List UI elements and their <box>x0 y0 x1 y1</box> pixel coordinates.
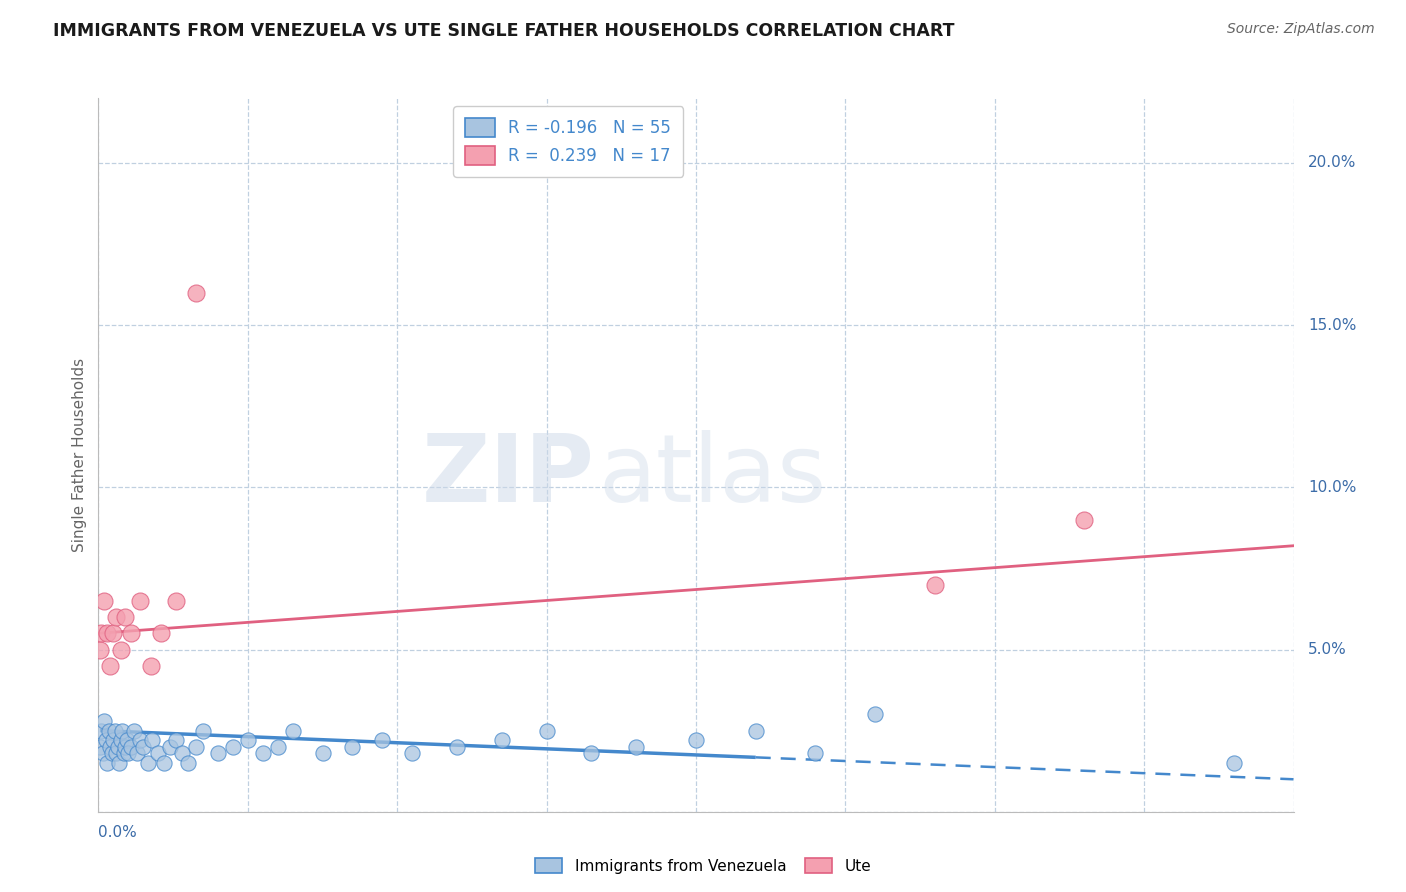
Point <box>804 747 827 761</box>
Point <box>93 594 115 608</box>
Point <box>172 747 194 761</box>
Point <box>129 733 152 747</box>
Point <box>148 747 170 761</box>
Point <box>104 723 127 738</box>
Point <box>191 723 214 738</box>
Point <box>132 739 155 754</box>
Point <box>153 756 176 770</box>
Point <box>111 723 134 738</box>
Text: 0.0%: 0.0% <box>98 824 138 839</box>
Point <box>117 747 139 761</box>
Point <box>98 739 122 754</box>
Point <box>685 733 707 747</box>
Point <box>159 739 181 754</box>
Y-axis label: Single Father Households: Single Father Households <box>72 358 87 552</box>
Point <box>236 733 259 747</box>
Text: atlas: atlas <box>598 430 827 523</box>
Point <box>105 610 128 624</box>
Point <box>207 747 229 761</box>
Point <box>96 756 118 770</box>
Point <box>139 658 162 673</box>
Point <box>107 739 129 754</box>
Point <box>281 723 304 738</box>
Point <box>120 626 142 640</box>
Point <box>105 747 128 761</box>
Point <box>96 626 118 640</box>
Legend: Immigrants from Venezuela, Ute: Immigrants from Venezuela, Ute <box>529 852 877 880</box>
Point <box>124 723 146 738</box>
Point <box>108 756 131 770</box>
Text: 20.0%: 20.0% <box>1308 155 1357 170</box>
Point <box>446 739 468 754</box>
Point <box>110 642 132 657</box>
Point <box>267 739 290 754</box>
Point <box>98 658 122 673</box>
Point <box>491 733 513 747</box>
Text: Source: ZipAtlas.com: Source: ZipAtlas.com <box>1227 22 1375 37</box>
Point <box>177 756 200 770</box>
Point <box>114 610 136 624</box>
Point <box>401 747 423 761</box>
Point <box>1073 513 1095 527</box>
Point <box>581 747 603 761</box>
Point <box>97 723 120 738</box>
Point <box>536 723 558 738</box>
Point <box>90 626 112 640</box>
Point <box>91 747 114 761</box>
Text: 15.0%: 15.0% <box>1308 318 1357 333</box>
Point <box>101 747 124 761</box>
Point <box>252 747 274 761</box>
Point <box>222 739 245 754</box>
Point <box>90 723 112 738</box>
Point <box>371 733 394 747</box>
Point <box>184 285 207 300</box>
Text: 5.0%: 5.0% <box>1308 642 1347 657</box>
Point <box>115 733 138 747</box>
Point <box>165 594 187 608</box>
Point <box>103 733 125 747</box>
Point <box>342 739 364 754</box>
Point <box>110 733 132 747</box>
Point <box>165 733 187 747</box>
Point <box>89 642 111 657</box>
Point <box>129 594 152 608</box>
Point <box>150 626 173 640</box>
Text: IMMIGRANTS FROM VENEZUELA VS UTE SINGLE FATHER HOUSEHOLDS CORRELATION CHART: IMMIGRANTS FROM VENEZUELA VS UTE SINGLE … <box>53 22 955 40</box>
Text: 10.0%: 10.0% <box>1308 480 1357 495</box>
Point <box>93 714 115 728</box>
Point <box>114 739 136 754</box>
Point <box>103 626 125 640</box>
Point <box>136 756 159 770</box>
Point <box>89 739 111 754</box>
Point <box>311 747 333 761</box>
Point <box>626 739 648 754</box>
Text: ZIP: ZIP <box>422 430 595 523</box>
Point <box>120 739 142 754</box>
Point <box>924 577 946 591</box>
Point <box>94 733 117 747</box>
Point <box>127 747 149 761</box>
Point <box>112 747 135 761</box>
Point <box>184 739 207 754</box>
Point <box>141 733 163 747</box>
Legend: R = -0.196   N = 55, R =  0.239   N = 17: R = -0.196 N = 55, R = 0.239 N = 17 <box>453 106 683 177</box>
Point <box>745 723 768 738</box>
Point <box>1223 756 1246 770</box>
Point <box>865 707 887 722</box>
